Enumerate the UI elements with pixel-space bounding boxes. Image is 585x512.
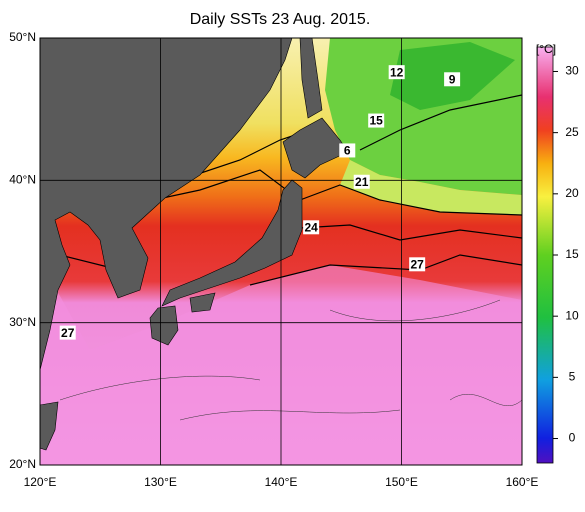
contour-label: 21: [355, 175, 369, 189]
y-tick-label: 50°N: [9, 30, 36, 44]
contour-label: 27: [410, 257, 424, 271]
contour-label-box: [444, 72, 461, 87]
contour-label-box: [353, 174, 370, 189]
contour-label-box: [303, 220, 320, 235]
colorbar: [536, 46, 554, 464]
contour-label: 9: [449, 72, 456, 86]
contour-line: [129, 169, 522, 216]
y-tick-label: 40°N: [9, 173, 36, 187]
contour-line: [299, 224, 522, 241]
colorbar-tick-label: 25: [565, 125, 579, 139]
x-tick-label: 120°E: [24, 475, 57, 489]
y-tick-label: 20°N: [9, 457, 36, 471]
shikoku: [189, 292, 216, 313]
colorbar-tick-label: 30: [565, 64, 579, 78]
colorbar-tick-label: 0: [569, 431, 576, 445]
x-tick-label: 160°E: [506, 475, 539, 489]
contour-label-box: [409, 257, 426, 272]
contour-label-box: [368, 113, 385, 128]
taiwan: [40, 401, 59, 451]
colorbar-unit: [°C]: [536, 42, 556, 56]
honshu: [161, 179, 303, 307]
contour-label-box: [339, 143, 356, 158]
map-frame: [39, 37, 523, 466]
contour-label-box: [388, 65, 405, 80]
contour-label: 6: [344, 144, 351, 158]
colorbar-tick-label: 10: [565, 308, 579, 322]
contour-label: 15: [370, 114, 384, 128]
contour-label-box: [59, 325, 76, 340]
colorbar-tick-label: 20: [565, 186, 579, 200]
colorbar-tick-label: 5: [569, 370, 576, 384]
y-tick-label: 30°N: [9, 315, 36, 329]
x-tick-label: 150°E: [385, 475, 418, 489]
x-tick-label: 130°E: [144, 475, 177, 489]
contour-label: 24: [304, 220, 318, 234]
front: [340, 160, 522, 215]
contour-label: 12: [390, 65, 404, 79]
kyushu: [149, 305, 179, 346]
mainland: [40, 38, 293, 371]
x-tick-label: 140°E: [265, 475, 298, 489]
contour-label: 27: [61, 326, 75, 340]
contour-line: [59, 299, 522, 421]
title: Daily SSTs 23 Aug. 2015.: [190, 11, 371, 28]
colorbar-tick-label: 15: [565, 247, 579, 261]
sakhalin: [299, 38, 323, 119]
